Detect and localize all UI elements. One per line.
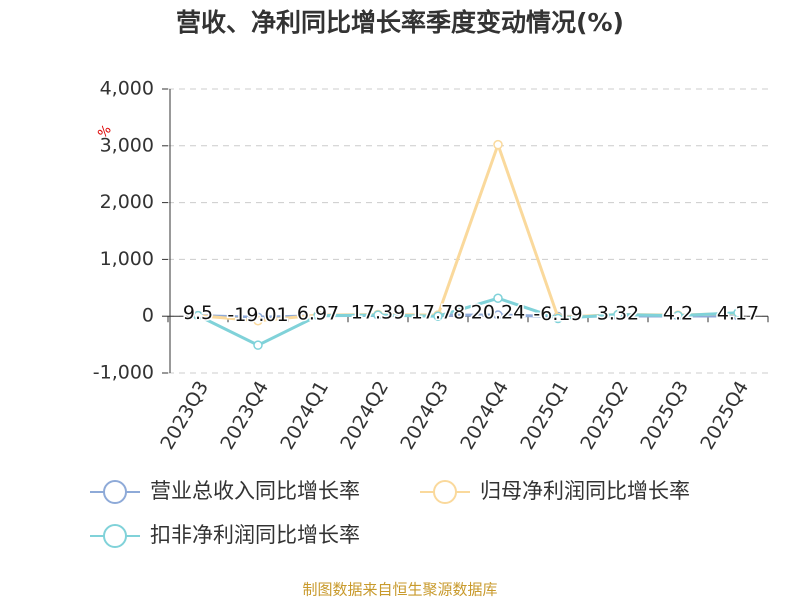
data-point	[193, 310, 203, 321]
y-tick-label: 2,000	[100, 191, 154, 213]
series-line	[197, 140, 739, 323]
data-point	[673, 310, 683, 321]
data-label: -6.19	[533, 303, 582, 325]
x-tick-label: 2023Q3	[156, 377, 213, 453]
legend-label: 营业总收入同比增长率	[150, 479, 360, 503]
x-tick-label: 2025Q1	[516, 377, 573, 453]
data-point	[373, 310, 383, 320]
x-tick-label: 2024Q1	[276, 377, 333, 453]
y-tick-label: 0	[142, 305, 154, 327]
data-label: -19.01	[227, 304, 288, 326]
data-point	[493, 293, 503, 304]
x-tick-label: 2024Q4	[456, 377, 513, 453]
y-tick-label: 3,000	[100, 134, 154, 156]
source-note: 制图数据来自恒生聚源数据库	[302, 581, 497, 599]
data-point	[733, 308, 743, 318]
data-label: 20.24	[471, 302, 525, 324]
legend-marker	[433, 480, 457, 504]
data-point	[253, 315, 263, 326]
x-tick-label: 2025Q2	[576, 377, 633, 453]
data-label: 4.17	[717, 302, 759, 324]
data-label: 4.2	[663, 302, 693, 324]
legend-marker	[103, 480, 127, 504]
data-label: 17.39	[351, 302, 405, 324]
data-point	[313, 310, 323, 321]
x-tick-label: 2025Q3	[636, 377, 693, 453]
chart-title: 营收、净利同比增长率季度变动情况(%)	[176, 8, 624, 37]
y-tick-label: 4,000	[100, 78, 154, 100]
legend-marker	[103, 524, 127, 548]
y-tick-label: -1,000	[93, 362, 154, 384]
x-tick-label: 2025Q4	[696, 377, 753, 453]
data-point	[433, 311, 443, 321]
data-point	[253, 340, 263, 350]
x-tick-label: 2023Q4	[216, 377, 273, 453]
data-label: 9.5	[183, 302, 213, 324]
data-label: 3.32	[597, 303, 639, 325]
x-tick-label: 2024Q2	[336, 377, 393, 453]
data-point	[493, 139, 503, 150]
data-label: 17.78	[411, 302, 465, 324]
data-label: 6.97	[297, 302, 339, 324]
series-line	[197, 296, 739, 347]
data-point	[613, 309, 623, 320]
legend-label: 归母净利润同比增长率	[480, 479, 690, 503]
legend-label: 扣非净利润同比增长率	[150, 523, 360, 547]
data-point	[553, 313, 563, 324]
x-tick-label: 2024Q3	[396, 377, 453, 453]
data-point	[493, 310, 503, 320]
y-tick-label: 1,000	[100, 248, 154, 270]
